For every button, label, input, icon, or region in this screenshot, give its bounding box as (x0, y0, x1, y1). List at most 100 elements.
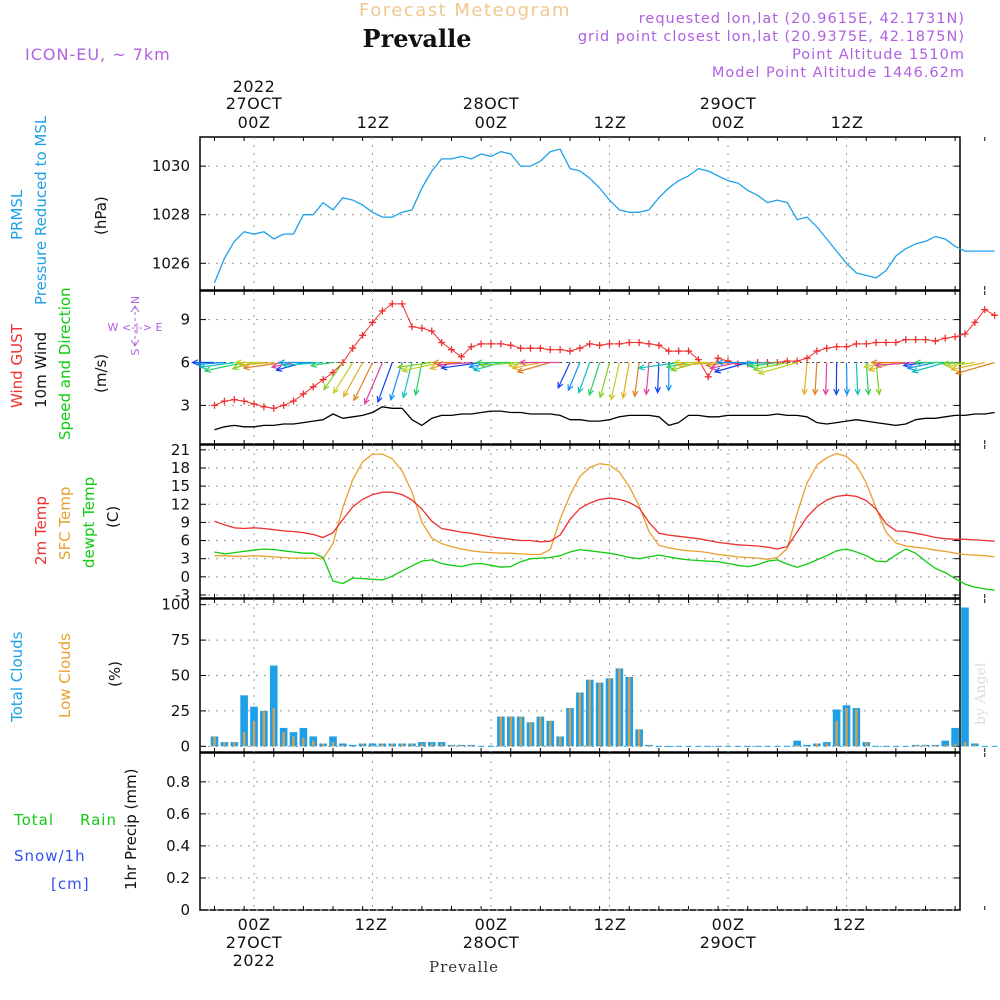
gust-marker (813, 347, 821, 355)
low-cloud-bar (914, 744, 917, 747)
wind-direction-arrow (654, 362, 661, 394)
y-tick-label-precip: 0.8 (166, 773, 190, 791)
low-cloud-bar (539, 716, 542, 747)
low-cloud-bar (361, 743, 364, 747)
gust-marker (833, 343, 841, 351)
wind-direction-arrow (511, 361, 541, 371)
wind-direction-arrow (479, 361, 521, 369)
gust-marker (606, 340, 613, 348)
low-cloud-bar (252, 720, 256, 747)
low-cloud-bar (440, 743, 443, 747)
low-cloud-bar (588, 679, 591, 747)
banner-title: Forecast Meteogram (359, 0, 571, 21)
low-cloud-bar (973, 744, 977, 747)
compass-south: S (129, 348, 142, 355)
total-cloud-bar (941, 740, 950, 747)
total-cloud-bar (961, 607, 969, 747)
wind-direction-arrow (587, 362, 601, 397)
compass-west-east: W <-|-> E (108, 321, 163, 334)
gridpoint-coords: grid point closest lon,lat (20.9375E, 42… (578, 29, 965, 45)
top-date-27oct: 27OCT (226, 94, 282, 113)
wind-direction-arrow (376, 362, 393, 404)
low-cloud-bar (618, 668, 621, 747)
compass-axis (130, 305, 140, 347)
wind-direction-arrow (709, 361, 738, 371)
gust-marker (487, 340, 495, 348)
gust-marker (220, 397, 228, 405)
gust-marker (299, 390, 307, 398)
y-tick-label-temp: 0 (180, 568, 190, 586)
wind-direction-arrow (199, 361, 235, 370)
y-tick-label-temp: 21 (171, 441, 190, 459)
gust-marker (922, 336, 929, 344)
total-cloud-bar (269, 665, 278, 747)
gust-marker (339, 358, 347, 366)
wind-direction-arrow (518, 359, 561, 366)
total-cloud-bar (971, 743, 979, 747)
wind-direction-arrow (238, 361, 274, 368)
gust-marker (546, 346, 554, 354)
top-tick-12z-3: 12Z (831, 113, 864, 132)
wind-direction-arrow (620, 362, 630, 400)
low-cloud-bar (430, 743, 433, 747)
dewpt-temp-line (214, 548, 995, 591)
wind-direction-arrow (833, 362, 840, 396)
wind-direction-arrow (332, 362, 354, 395)
label-total-clouds: Total Clouds (8, 631, 26, 723)
gust-marker (211, 401, 218, 409)
gust-marker (951, 333, 959, 341)
low-cloud-bar (262, 710, 266, 747)
gust-marker (319, 376, 327, 384)
gust-marker (961, 330, 969, 338)
label-precip-total: Total (13, 811, 54, 829)
low-cloud-bar (637, 729, 641, 747)
panel-frame-pressure (199, 136, 961, 291)
wind-direction-arrow (389, 362, 403, 402)
wind-direction-arrow (752, 361, 788, 372)
low-cloud-bar (608, 678, 611, 747)
y-tick-label-wind: 6 (180, 353, 190, 371)
gust-marker (912, 336, 920, 344)
low-cloud-bar (865, 742, 868, 747)
gust-marker (260, 403, 268, 411)
low-cloud-bar (470, 744, 473, 747)
gust-marker (645, 340, 653, 348)
wind-direction-arrow (396, 361, 432, 370)
bottom-date-28oct: 28OCT (463, 933, 519, 952)
gust-marker (349, 344, 357, 352)
gust-marker (418, 324, 426, 332)
wind-direction-arrow (435, 361, 472, 368)
y-tick-label-precip: 0 (180, 901, 190, 919)
wind-direction-arrow (353, 362, 374, 402)
gust-marker (309, 383, 317, 391)
wind-direction-arrow (475, 359, 511, 366)
label-low-clouds: Low Clouds (56, 633, 74, 718)
gust-marker (704, 373, 712, 381)
low-cloud-bar (371, 744, 374, 747)
low-cloud-bar (450, 744, 453, 747)
wind-direction-arrow (812, 362, 819, 396)
total-cloud-bar (240, 695, 248, 747)
total-cloud-bar (951, 727, 959, 747)
requested-coords: requested lon,lat (20.9615E, 42.1731N) (639, 11, 965, 27)
wind-direction-arrow (231, 361, 255, 371)
watermark: by Angel (973, 662, 989, 725)
total-cloud-bar (803, 744, 811, 747)
wind-direction-arrow (609, 362, 620, 401)
low-cloud-bar (578, 692, 582, 747)
low-cloud-bar (420, 743, 424, 747)
gust-marker (527, 344, 534, 352)
gust-marker (685, 347, 692, 355)
label-prmsl-unit: (hPa) (92, 196, 110, 235)
2m-temp-line (214, 491, 995, 550)
low-cloud-bar (292, 736, 295, 747)
y-tick-label-cloud: 0 (180, 737, 190, 755)
gust-marker (497, 340, 505, 348)
wind-direction-arrow (911, 361, 946, 374)
gust-marker (862, 340, 870, 348)
gust-marker (280, 401, 288, 409)
y-tick-label-precip: 0.4 (166, 837, 190, 855)
top-tick-12z-1: 12Z (357, 113, 390, 132)
wind-direction-arrow (598, 362, 611, 399)
low-cloud-bar (845, 708, 848, 747)
